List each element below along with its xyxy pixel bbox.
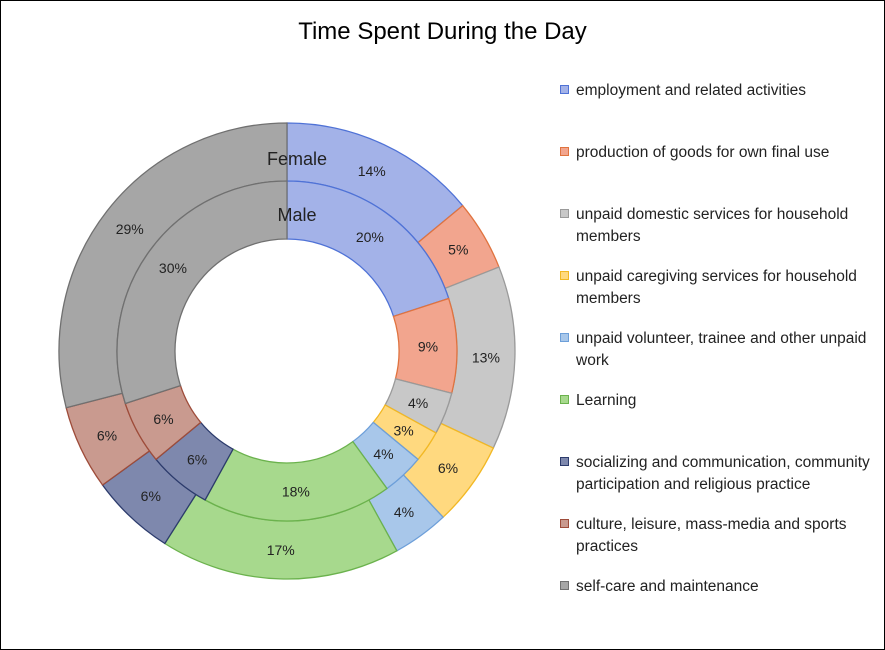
female-data-label: 14% <box>358 163 386 179</box>
female-data-label: 4% <box>394 504 414 520</box>
legend-swatch <box>560 271 569 280</box>
male-data-label: 4% <box>373 446 393 462</box>
legend-label: production of goods for own final use <box>576 144 830 161</box>
female-data-label: 13% <box>472 349 500 365</box>
female-data-label: 29% <box>116 221 144 237</box>
male-slice-self-care-and-maintenance <box>116 180 288 405</box>
female-data-label: 6% <box>141 488 161 504</box>
legend-label: employment and related activities <box>576 82 807 99</box>
legend-label: self-care and maintenance <box>576 578 759 595</box>
legend-swatch <box>560 209 569 218</box>
legend-label: unpaid volunteer, trainee and other unpa… <box>576 330 867 369</box>
male-data-label: 6% <box>153 411 173 427</box>
female-data-label: 17% <box>267 542 295 558</box>
legend-swatch <box>560 457 569 466</box>
legend-swatch <box>560 519 569 528</box>
female-series-label: Female <box>267 149 327 169</box>
chart-title: Time Spent During the Day <box>298 18 587 45</box>
male-data-label: 30% <box>159 260 187 276</box>
legend-label: socializing and communication, community… <box>576 454 870 493</box>
male-data-label: 18% <box>282 484 310 500</box>
male-data-label: 9% <box>418 339 438 355</box>
legend-swatch <box>560 147 569 156</box>
male-ring <box>116 180 458 522</box>
legend-swatch <box>560 395 569 404</box>
female-data-label: 6% <box>438 460 458 476</box>
legend-label: culture, leisure, mass-media and sports … <box>576 516 847 555</box>
female-ring <box>58 122 516 580</box>
male-data-label: 20% <box>356 229 384 245</box>
legend-label: unpaid caregiving services for household… <box>576 268 857 307</box>
male-data-label: 4% <box>408 395 428 411</box>
female-data-label: 6% <box>97 428 117 444</box>
legend-label: Learning <box>576 392 637 409</box>
female-data-label: 5% <box>448 242 468 258</box>
legend-swatch <box>560 581 569 590</box>
male-series-label: Male <box>277 205 316 225</box>
legend-swatch <box>560 333 569 342</box>
male-data-label: 3% <box>394 422 414 438</box>
male-data-label: 6% <box>187 452 207 468</box>
legend-label: unpaid domestic services for household m… <box>576 206 849 245</box>
legend-swatch <box>560 85 569 94</box>
